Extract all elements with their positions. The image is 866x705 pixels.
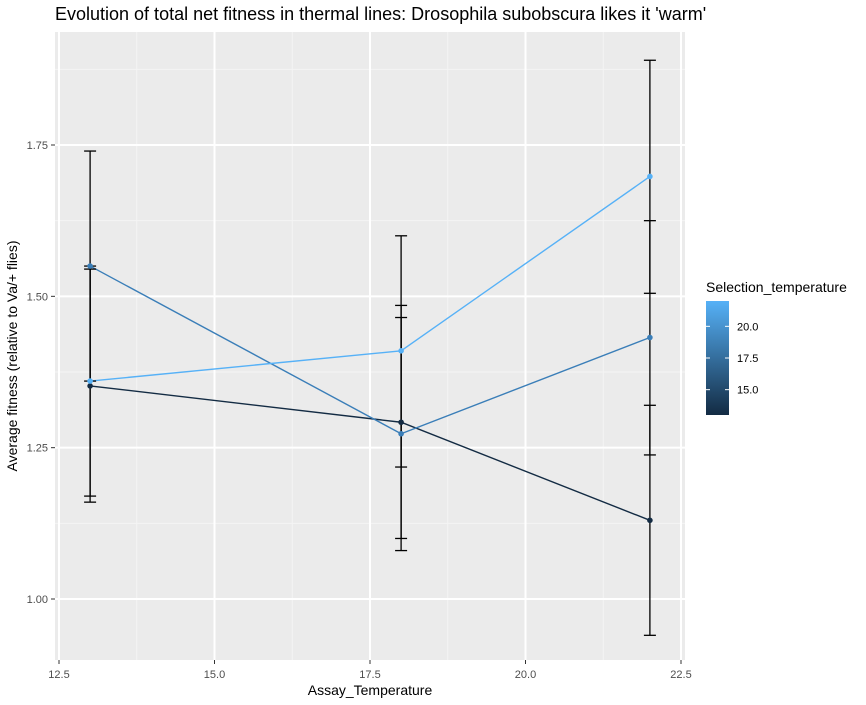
y-tick-label: 1.25 <box>27 443 48 455</box>
data-point <box>647 517 653 524</box>
legend-colorbar <box>706 301 729 415</box>
data-point <box>398 348 404 354</box>
data-point <box>87 263 93 269</box>
x-tick-label: 15.0 <box>204 669 225 681</box>
x-tick-label: 17.5 <box>359 669 380 681</box>
x-tick-label: 12.5 <box>48 669 69 681</box>
legend-tick-label: 20.0 <box>737 321 758 333</box>
data-point <box>398 419 404 426</box>
data-point <box>647 173 653 180</box>
x-axis-title: Assay_Temperature <box>308 682 433 698</box>
y-tick-label: 1.50 <box>27 291 48 303</box>
y-tick-label: 1.00 <box>27 594 48 606</box>
axis-ticks: 12.5 15.0 17.5 20.0 22.5 1.00 1.25 1.50 1.75 <box>27 140 692 681</box>
legend-title: Selection_temperature <box>706 279 847 295</box>
major-gridlines <box>55 32 685 660</box>
legend-tick-label: 17.5 <box>737 353 758 365</box>
data-point <box>647 334 653 341</box>
color-legend: Selection_temperature 15.0 17.5 20.0 <box>706 279 847 415</box>
x-tick-label: 20.0 <box>515 669 536 681</box>
legend-ticks: 15.0 17.5 20.0 <box>706 321 758 397</box>
data-point <box>87 378 93 384</box>
data-points <box>87 173 653 524</box>
y-axis-title: Average fitness (relative to Va/+ flies) <box>4 241 20 472</box>
y-tick-label: 1.75 <box>27 140 48 152</box>
data-point <box>87 383 93 389</box>
chart-title: Evolution of total net fitness in therma… <box>55 4 707 24</box>
legend-tick-label: 15.0 <box>737 385 758 397</box>
x-tick-label: 22.5 <box>670 669 691 681</box>
data-point <box>398 430 404 437</box>
